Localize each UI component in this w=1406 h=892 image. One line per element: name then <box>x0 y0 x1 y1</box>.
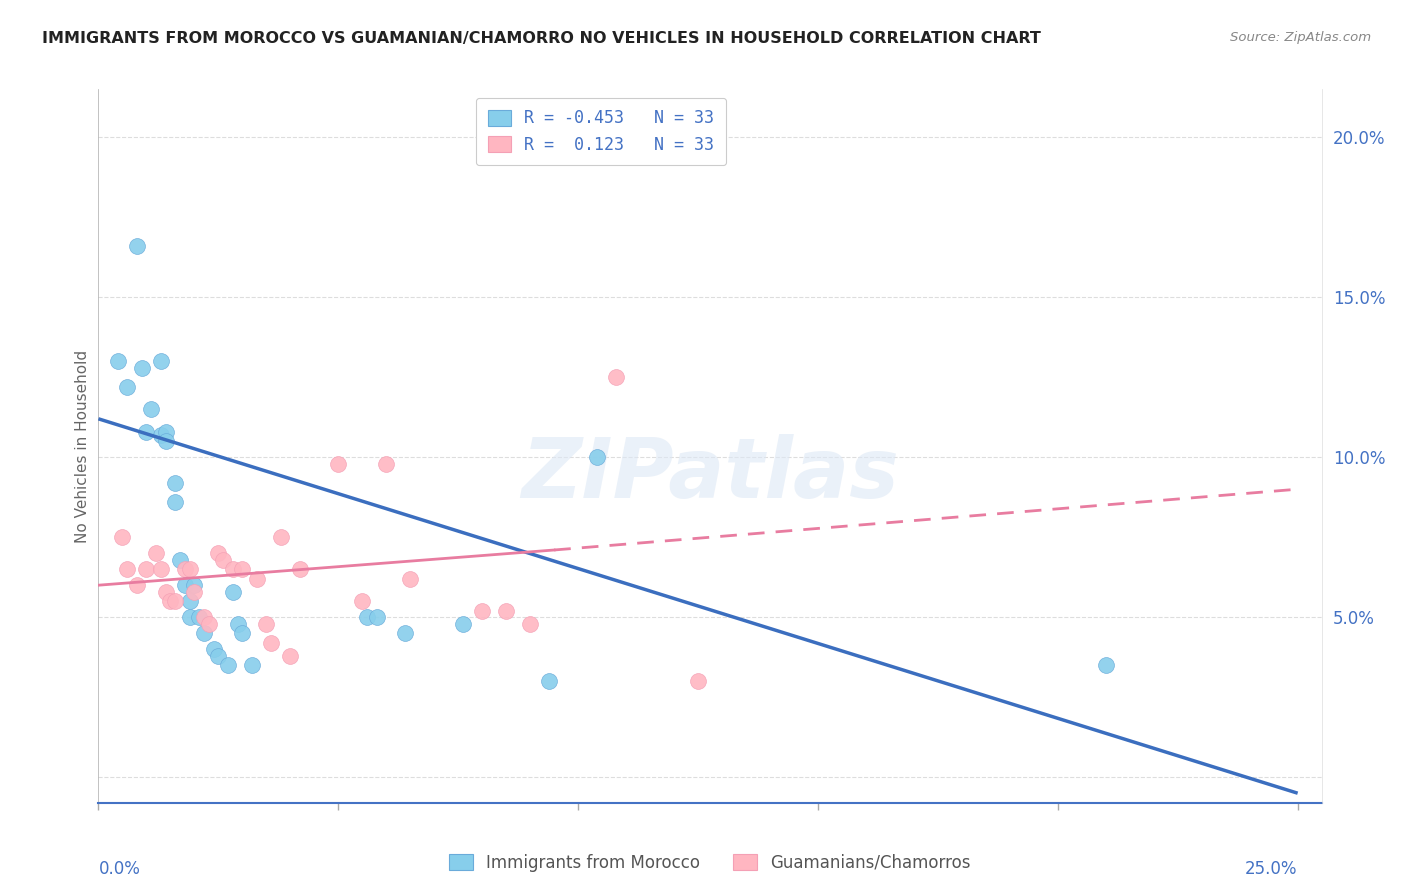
Point <box>197 616 219 631</box>
Text: Source: ZipAtlas.com: Source: ZipAtlas.com <box>1230 31 1371 45</box>
Point <box>375 457 398 471</box>
Point <box>451 616 474 631</box>
Point <box>586 450 609 465</box>
Text: 25.0%: 25.0% <box>1246 861 1298 879</box>
Point <box>155 425 177 439</box>
Point <box>519 616 541 631</box>
Point <box>165 475 187 490</box>
Text: IMMIGRANTS FROM MOROCCO VS GUAMANIAN/CHAMORRO NO VEHICLES IN HOUSEHOLD CORRELATI: IMMIGRANTS FROM MOROCCO VS GUAMANIAN/CHA… <box>42 31 1040 46</box>
Point <box>149 427 172 442</box>
Point <box>125 578 148 592</box>
Point <box>141 402 163 417</box>
Point <box>328 457 350 471</box>
Point <box>260 636 283 650</box>
Point <box>193 626 215 640</box>
Point <box>183 584 205 599</box>
Point <box>115 380 138 394</box>
Point <box>207 546 229 560</box>
Text: 0.0%: 0.0% <box>98 861 141 879</box>
Point <box>155 434 177 449</box>
Point <box>207 648 229 663</box>
Point <box>254 616 277 631</box>
Point <box>173 578 195 592</box>
Point <box>135 425 157 439</box>
Point <box>212 552 235 566</box>
Point <box>605 370 627 384</box>
Point <box>231 562 253 576</box>
Point <box>202 642 225 657</box>
Point <box>288 562 311 576</box>
Point <box>145 546 167 560</box>
Point <box>131 360 153 375</box>
Point <box>231 626 253 640</box>
Point <box>366 610 388 624</box>
Point <box>1094 658 1116 673</box>
Point <box>226 616 249 631</box>
Point <box>179 562 201 576</box>
Point <box>193 610 215 624</box>
Point <box>135 562 157 576</box>
Y-axis label: No Vehicles in Household: No Vehicles in Household <box>75 350 90 542</box>
Point <box>352 594 374 608</box>
Point <box>270 530 292 544</box>
Point <box>278 648 301 663</box>
Point <box>149 354 172 368</box>
Point <box>686 674 709 689</box>
Point <box>179 610 201 624</box>
Point <box>394 626 416 640</box>
Point <box>155 584 177 599</box>
Point <box>538 674 561 689</box>
Point <box>188 610 211 624</box>
Point <box>115 562 138 576</box>
Point <box>356 610 378 624</box>
Point <box>399 572 422 586</box>
Point <box>240 658 263 673</box>
Point <box>222 584 245 599</box>
Point <box>471 604 494 618</box>
Point <box>169 552 191 566</box>
Point <box>165 495 187 509</box>
Point <box>173 562 195 576</box>
Point <box>222 562 245 576</box>
Point <box>149 562 172 576</box>
Point <box>165 594 187 608</box>
Point <box>111 530 134 544</box>
Point <box>107 354 129 368</box>
Legend: Immigrants from Morocco, Guamanians/Chamorros: Immigrants from Morocco, Guamanians/Cham… <box>441 846 979 880</box>
Point <box>125 239 148 253</box>
Text: ZIPatlas: ZIPatlas <box>522 434 898 515</box>
Point <box>179 594 201 608</box>
Point <box>183 578 205 592</box>
Point <box>217 658 239 673</box>
Point <box>495 604 517 618</box>
Point <box>159 594 181 608</box>
Point <box>246 572 269 586</box>
